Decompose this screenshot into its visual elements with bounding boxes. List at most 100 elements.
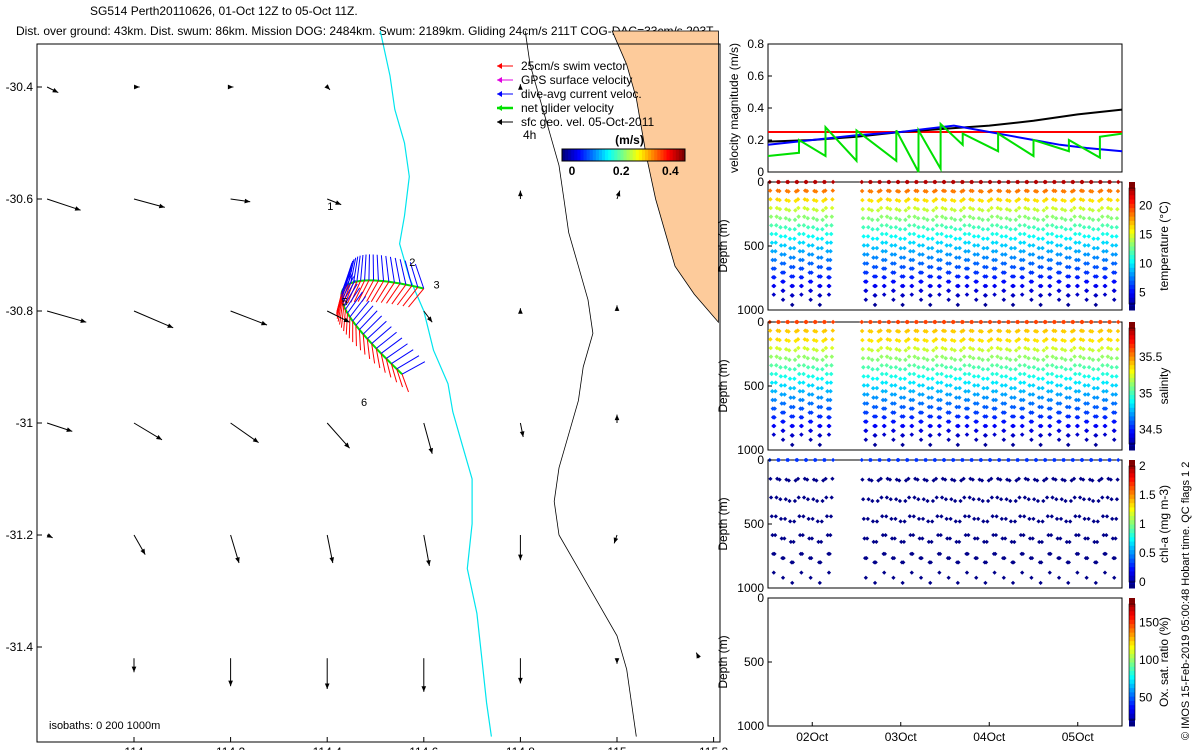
profile-sample-point	[995, 354, 1000, 359]
profile-sample-point	[865, 374, 871, 379]
chl-sample-point	[805, 497, 811, 502]
depth-colorbar-swatch	[1129, 485, 1135, 491]
profile-sample-point	[1045, 223, 1050, 228]
swim-vector	[391, 284, 407, 305]
depth-colorbar-frame	[1128, 187, 1136, 305]
profile-sample-point	[918, 437, 924, 443]
profile-sample-point	[1000, 401, 1005, 406]
profile-sample-point	[988, 319, 993, 325]
depth-panel-frame	[767, 597, 1123, 727]
chl-sample-point	[920, 536, 925, 541]
profile-sample-point	[991, 397, 996, 403]
depth-colorbar-swatch	[1129, 704, 1135, 710]
chl-sample-point	[811, 497, 816, 502]
profile-sample-point	[967, 214, 973, 219]
chl-sample-point	[1007, 478, 1012, 483]
depth-colorbar-swatch	[1129, 649, 1135, 654]
profile-sample-point	[1036, 255, 1042, 260]
map-y-tick-label: -31.4	[6, 640, 34, 654]
profile-sample-point	[916, 234, 922, 239]
profile-sample-point	[1044, 354, 1050, 359]
profile-sample-point	[998, 355, 1004, 361]
profile-sample-point	[998, 215, 1004, 221]
profile-sample-point	[916, 383, 922, 388]
profile-sample-point	[1091, 367, 1096, 372]
chl-sample-point	[1062, 457, 1067, 463]
map-frame	[36, 43, 721, 743]
profile-sample-point	[1072, 345, 1077, 351]
profile-sample-point	[1057, 410, 1063, 415]
chl-sample-point	[918, 575, 924, 580]
profile-sample-point	[938, 389, 944, 394]
profile-sample-point	[933, 337, 939, 342]
profile-sample-point	[985, 385, 990, 391]
depth-colorbar-swatch	[1129, 241, 1135, 247]
profile-sample-point	[773, 389, 778, 394]
chl-sample-point	[779, 536, 784, 541]
profile-sample-point	[1044, 214, 1050, 219]
depth-colorbar-swatch	[1129, 696, 1135, 701]
colorbar-swatch	[645, 149, 649, 161]
profile-sample-point	[874, 376, 880, 381]
profile-sample-point	[862, 401, 867, 406]
profile-sample-point	[859, 319, 865, 325]
chl-sample-point	[1108, 457, 1113, 463]
profile-sample-point	[883, 397, 888, 403]
swim-vector	[396, 285, 413, 306]
legend-swatch-head	[497, 91, 502, 97]
profile-sample-point	[1030, 252, 1036, 257]
profile-sample-point	[919, 261, 925, 266]
map-colorbar-label: (m/s)	[615, 133, 644, 147]
profile-sample-point	[1077, 354, 1083, 359]
profile-sample-point	[778, 365, 783, 370]
depth-colorbar-swatch	[1129, 674, 1135, 680]
profile-sample-point	[776, 319, 782, 325]
depth-colorbar-swatch	[1129, 347, 1135, 353]
profile-sample-point	[870, 385, 876, 391]
profile-sample-point	[1108, 328, 1113, 334]
depth-colorbar-swatch	[1129, 721, 1135, 727]
velocity-y-tick-label: 0.6	[747, 69, 764, 83]
velocity-series-line	[767, 121, 1123, 173]
profile-sample-point	[1022, 231, 1027, 237]
profile-sample-point	[1063, 227, 1068, 232]
geo-vector-head	[343, 317, 350, 323]
profile-sample-point	[805, 225, 811, 230]
chl-sample-point	[889, 516, 894, 521]
profile-sample-point	[786, 208, 792, 213]
profile-sample-point	[871, 255, 876, 260]
chl-sample-point	[1056, 575, 1062, 580]
geo-vector-head	[518, 190, 523, 197]
profile-sample-point	[1064, 395, 1069, 400]
depth-colorbar-swatch	[1129, 373, 1135, 378]
chl-sample-point	[878, 457, 883, 463]
colorbar-swatch	[571, 149, 575, 161]
profile-sample-point	[965, 283, 970, 289]
chl-sample-point	[1003, 536, 1008, 541]
profile-sample-point	[1061, 319, 1067, 325]
profile-sample-point	[809, 392, 815, 397]
profile-sample-point	[1080, 328, 1086, 334]
profile-sample-point	[1050, 354, 1055, 359]
chl-sample-point	[1002, 555, 1007, 561]
profile-sample-point	[998, 337, 1003, 343]
chl-sample-point	[980, 498, 985, 504]
chl-sample-point	[956, 560, 961, 565]
profile-sample-point	[888, 355, 893, 361]
profile-sample-point	[1013, 348, 1019, 353]
profile-sample-point	[790, 433, 795, 438]
depth-y-tick-label: 1000	[737, 719, 764, 733]
profile-sample-point	[929, 264, 934, 270]
profile-sample-point	[970, 346, 976, 352]
profile-sample-point	[1063, 236, 1069, 241]
profile-sample-point	[1110, 383, 1115, 388]
profile-sample-point	[772, 257, 778, 263]
depth-colorbar-tick-label: 100	[1139, 653, 1159, 667]
profile-sample-point	[1007, 357, 1013, 363]
depth-colorbar-swatch	[1129, 216, 1135, 221]
profile-sample-point	[781, 428, 786, 433]
profile-sample-point	[969, 319, 975, 325]
profile-sample-point	[933, 328, 938, 333]
profile-sample-point	[1083, 261, 1088, 266]
profile-sample-point	[939, 354, 945, 359]
